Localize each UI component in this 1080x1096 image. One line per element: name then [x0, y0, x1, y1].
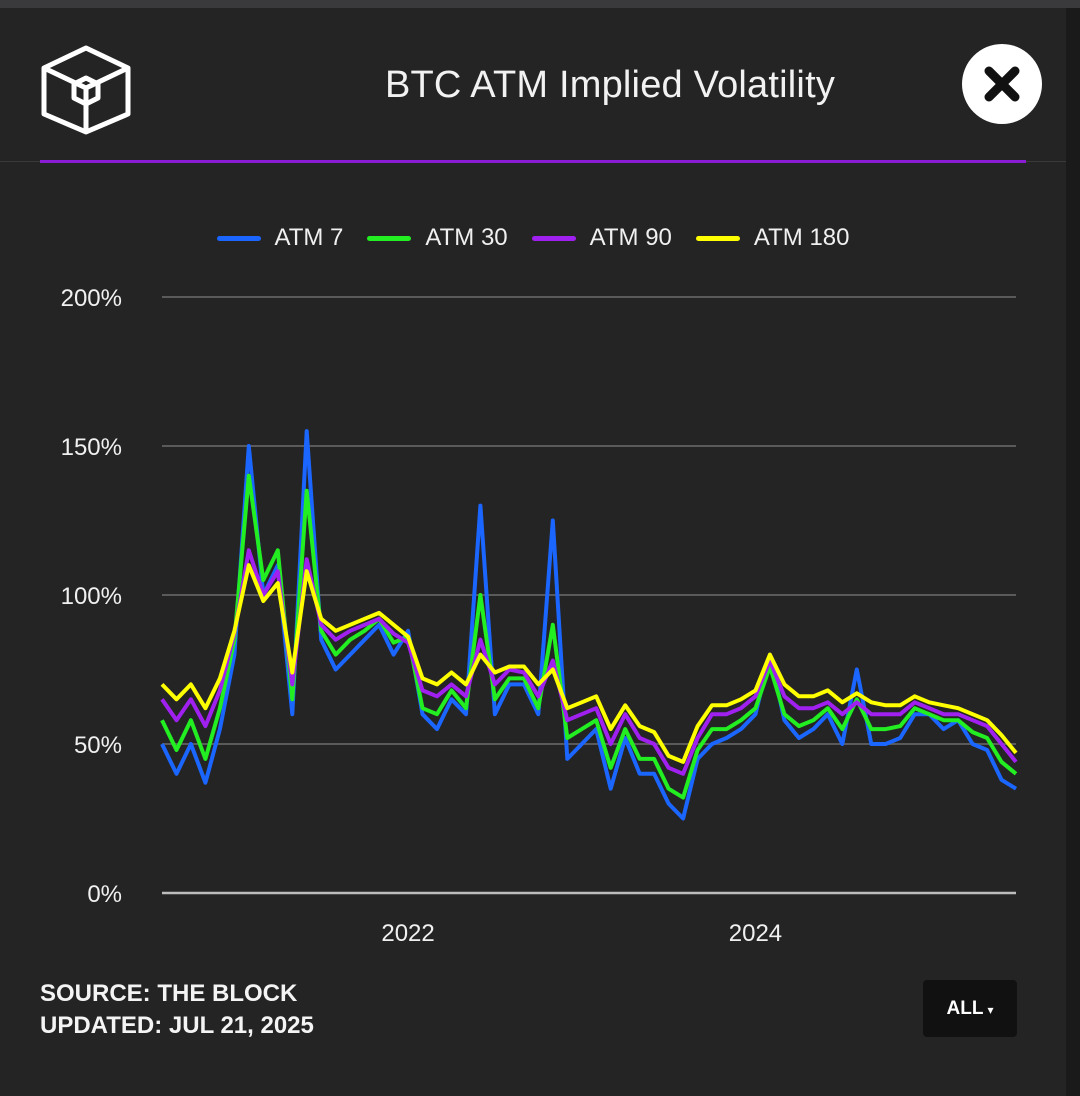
chart-title: BTC ATM Implied Volatility	[384, 64, 836, 106]
chart-panel	[0, 8, 1066, 1096]
legend-item-atm-30[interactable]: ATM 30	[367, 224, 508, 252]
legend-item-atm-7[interactable]: ATM 7	[216, 224, 344, 252]
y-tick-label: 200%	[61, 285, 122, 312]
legend-swatch	[367, 235, 412, 241]
close-button[interactable]	[962, 44, 1042, 124]
window-top-strip	[0, 0, 1080, 8]
y-tick-label: 0%	[87, 881, 122, 908]
x-axis-ticks: 2022 2024	[381, 920, 782, 947]
close-x-icon	[984, 66, 1020, 102]
legend-label: ATM 7	[274, 224, 344, 251]
legend-swatch	[216, 235, 261, 241]
header-divider	[40, 160, 1026, 163]
updated-label: UPDATED: JUL 21, 2025	[40, 1012, 314, 1039]
chevron-down-icon: ▾	[987, 1003, 994, 1017]
x-tick-label: 2024	[729, 920, 782, 947]
legend-item-atm-180[interactable]: ATM 180	[695, 224, 850, 252]
volatility-line-chart: 200% 150% 100% 50% 0% 2022 2024	[61, 285, 1018, 947]
chart-grid	[162, 296, 1016, 895]
y-tick-label: 100%	[61, 583, 122, 610]
x-tick-label: 2022	[381, 920, 434, 947]
source-label: SOURCE: THE BLOCK	[40, 980, 298, 1007]
y-axis-ticks: 200% 150% 100% 50% 0%	[61, 285, 122, 908]
series-line-atm-30	[160, 473, 1018, 800]
legend-swatch	[531, 235, 576, 241]
panel-right-edge	[1066, 8, 1080, 1096]
chart-footer: SOURCE: THE BLOCK UPDATED: JUL 21, 2025	[40, 978, 314, 1042]
y-tick-label: 150%	[61, 434, 122, 461]
cube-logo-icon	[41, 45, 131, 135]
legend-label: ATM 180	[753, 224, 850, 251]
series-line-atm-180	[160, 563, 1018, 764]
legend-item-atm-90[interactable]: ATM 90	[531, 224, 672, 252]
range-label: ALL	[946, 998, 984, 1019]
legend-swatch	[695, 235, 740, 241]
chart-legend: ATM 7 ATM 30 ATM 90 ATM 180	[0, 222, 1066, 254]
y-tick-label: 50%	[74, 732, 122, 759]
series-line-atm-7	[160, 429, 1018, 821]
legend-label: ATM 30	[425, 224, 508, 251]
legend-label: ATM 90	[589, 224, 672, 251]
series-lines	[160, 429, 1018, 821]
time-range-dropdown[interactable]: ALL ▾	[923, 980, 1017, 1037]
